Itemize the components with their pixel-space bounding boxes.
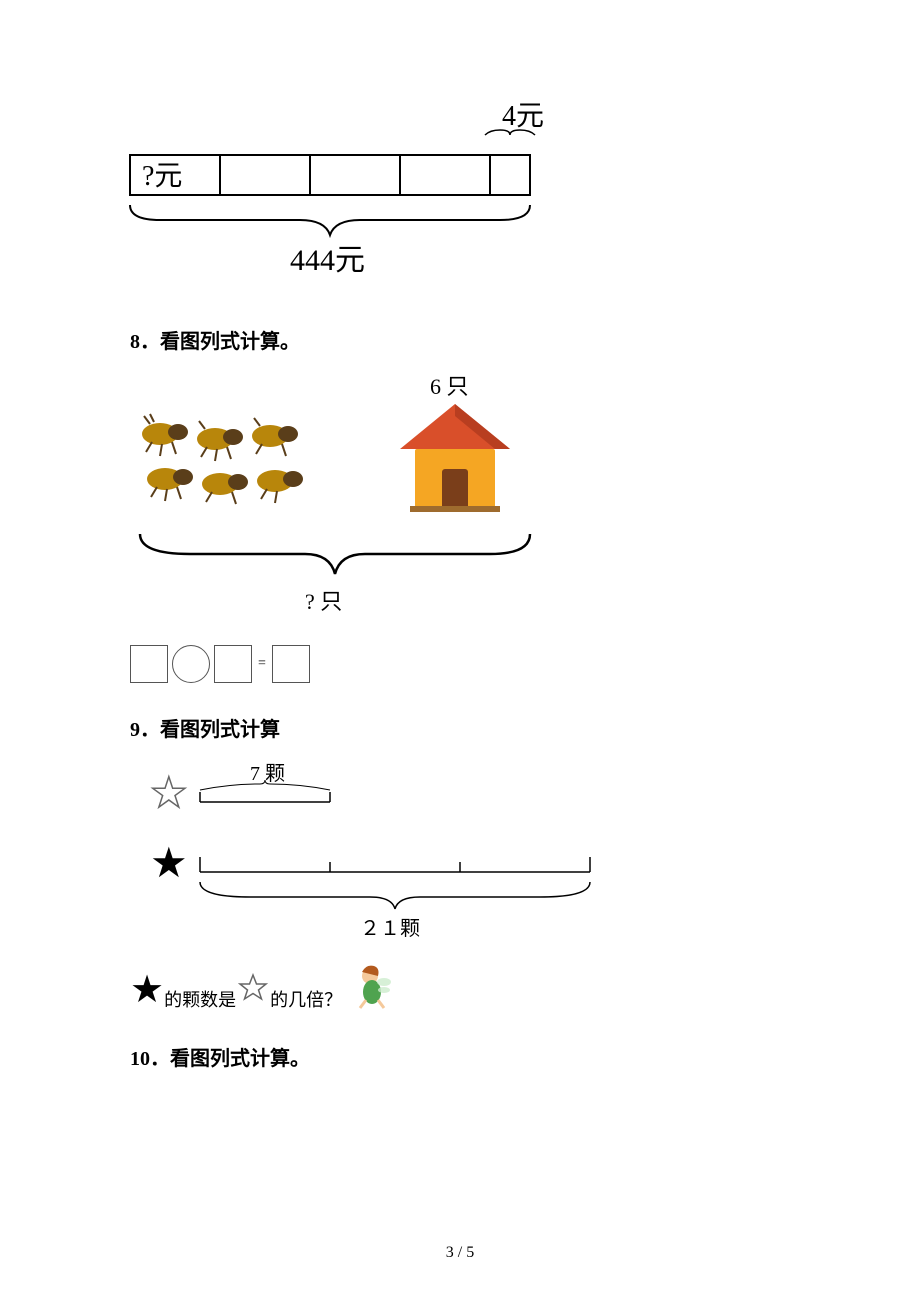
p7-top-label: 4元 [502,101,544,132]
fairy-icon [348,962,398,1012]
house-icon [400,404,510,512]
answer-box[interactable] [130,645,168,683]
p9-black-label: ２１颗 [360,918,420,940]
star-outline-icon [238,973,268,1003]
p8-house-label: 6 只 [430,374,469,399]
star-filled-icon: ★ [150,841,188,887]
ants-icon [142,414,303,504]
p7-diagram: 4元 ?元 444元 [110,100,790,295]
p9-title: 9．看图列式计算 [130,713,790,742]
star-filled-icon: ★ [130,967,164,1012]
p9-diagram: ★ 7 颗 ★ ２１颗 ★ 的颗数是 [130,762,790,1012]
page-footer: 3 / 5 [0,1244,920,1262]
answer-box[interactable] [214,645,252,683]
p9-white-label: 7 颗 [250,763,285,785]
p9-text-post: 的几倍？ [270,986,342,1012]
operator-circle[interactable] [172,645,210,683]
p7-bottom-label: 444元 [290,244,365,277]
p8-title: 8．看图列式计算。 [130,325,790,354]
answer-box[interactable] [272,645,310,683]
p8-question-label: ? 只 [305,589,342,614]
p7-cell-label: ?元 [142,161,182,192]
p9-question: ★ 的颗数是 的几倍？ [130,962,790,1012]
star-outline-icon: ★ [150,771,188,817]
p9-text-pre: 的颗数是 [164,986,236,1012]
equals-sign: = [256,656,268,672]
p8-diagram: 6 只 [130,374,790,683]
p8-equation: = [130,645,790,683]
p10-title: 10．看图列式计算。 [130,1042,790,1071]
